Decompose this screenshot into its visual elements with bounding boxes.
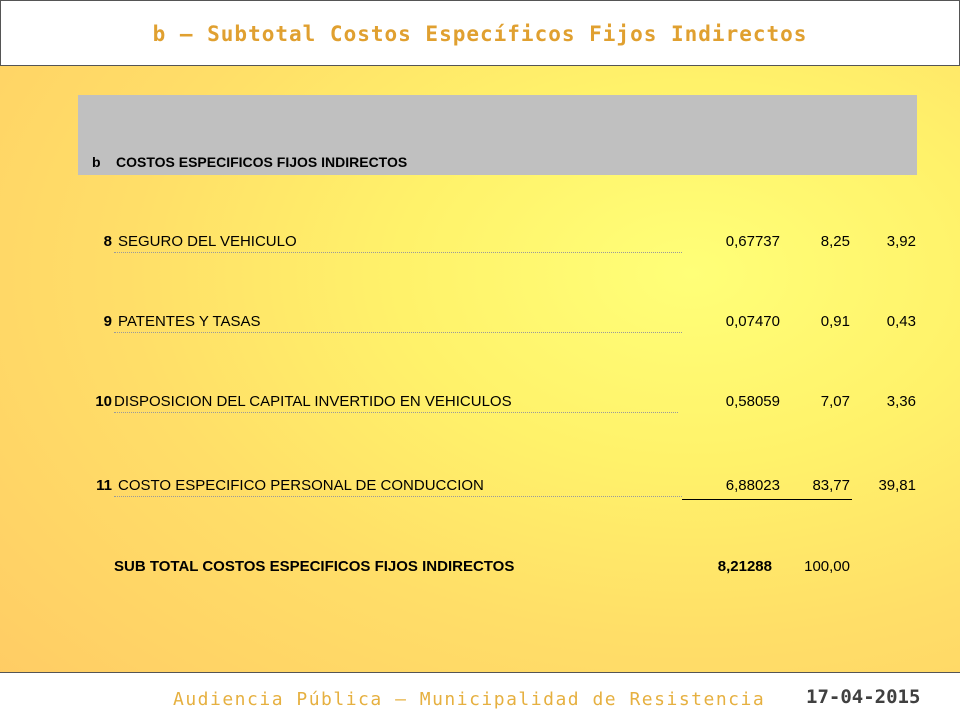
subtotal-value-cost: 8,21288 [717, 558, 772, 575]
footer-caption: Audiencia Pública – Municipalidad de Res… [173, 689, 766, 710]
row-description: DISPOSICION DEL CAPITAL INVERTIDO EN VEH… [114, 393, 678, 413]
row-description: PATENTES Y TASAS [114, 313, 682, 333]
row-value-percent-total: 0,43 [886, 313, 916, 330]
section-header-band: b COSTOS ESPECIFICOS FIJOS INDIRECTOS [78, 95, 917, 175]
row-value-cost: 6,88023 [725, 477, 780, 494]
row-description: SEGURO DEL VEHICULO [114, 233, 682, 253]
section-code: b [92, 154, 101, 170]
row-value-percent-subtotal: 7,07 [820, 393, 850, 410]
subtotal-rule [682, 499, 852, 500]
row-description: COSTO ESPECIFICO PERSONAL DE CONDUCCION [114, 477, 682, 497]
table-row: 10 DISPOSICION DEL CAPITAL INVERTIDO EN … [0, 393, 960, 417]
footer-date: 17-04-2015 [806, 686, 921, 708]
row-value-percent-total: 3,92 [886, 233, 916, 250]
row-value-cost: 0,07470 [725, 313, 780, 330]
row-value-percent-total: 39,81 [878, 477, 916, 494]
row-value-percent-subtotal: 8,25 [820, 233, 850, 250]
row-number: 8 [103, 233, 112, 250]
slide-footer: Audiencia Pública – Municipalidad de Res… [0, 672, 960, 720]
row-number: 10 [95, 393, 112, 410]
row-value-percent-subtotal: 0,91 [820, 313, 850, 330]
slide-header: b – Subtotal Costos Específicos Fijos In… [0, 0, 960, 66]
row-number: 11 [96, 477, 112, 494]
table-row: 11 COSTO ESPECIFICO PERSONAL DE CONDUCCI… [0, 477, 960, 501]
row-value-percent-subtotal: 83,77 [812, 477, 850, 494]
row-value-cost: 0,67737 [725, 233, 780, 250]
table-row: 8 SEGURO DEL VEHICULO 0,67737 8,25 3,92 [0, 233, 960, 257]
slide-title: b – Subtotal Costos Específicos Fijos In… [152, 22, 808, 46]
subtotal-label: SUB TOTAL COSTOS ESPECIFICOS FIJOS INDIR… [114, 558, 515, 575]
row-number: 9 [103, 313, 112, 330]
table-row: 9 PATENTES Y TASAS 0,07470 0,91 0,43 [0, 313, 960, 337]
row-value-percent-total: 3,36 [886, 393, 916, 410]
subtotal-value-percent: 100,00 [804, 558, 850, 575]
row-value-cost: 0,58059 [725, 393, 780, 410]
section-label: COSTOS ESPECIFICOS FIJOS INDIRECTOS [116, 154, 408, 170]
subtotal-row: SUB TOTAL COSTOS ESPECIFICOS FIJOS INDIR… [0, 558, 960, 582]
